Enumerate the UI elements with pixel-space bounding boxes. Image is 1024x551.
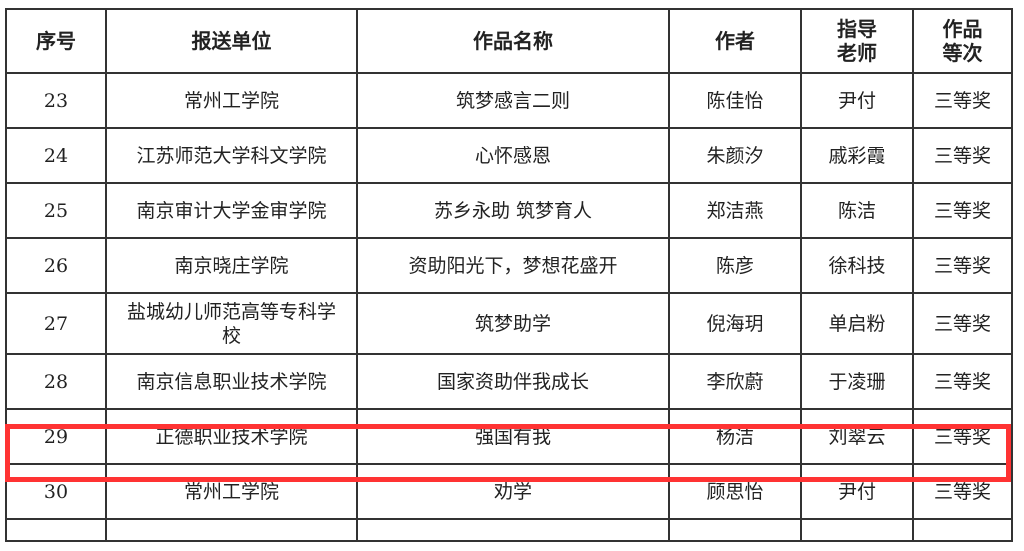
- cell-unit: 南京信息职业技术学院: [105, 353, 358, 410]
- cell-author: 倪海玥: [668, 292, 802, 355]
- cell-level: 三等奖: [912, 127, 1013, 184]
- cell-author: 李欣蔚: [668, 353, 802, 410]
- cell-advisor: 于凌珊: [800, 353, 914, 410]
- cell-author: 郑洁燕: [668, 182, 802, 239]
- cell-level: 三等奖: [912, 408, 1013, 465]
- table-row: 28 南京信息职业技术学院 国家资助伴我成长 李欣蔚 于凌珊 三等奖: [5, 353, 1013, 410]
- cell-level: 三等奖: [912, 353, 1013, 410]
- cell-level: 三等奖: [912, 182, 1013, 239]
- table-row: 23 常州工学院 筑梦感言二则 陈佳怡 尹付 三等奖: [5, 72, 1013, 129]
- cell-unit: 常州工学院: [105, 463, 358, 520]
- table-row: 24 江苏师范大学科文学院 心怀感恩 朱颜汐 戚彩霞 三等奖: [5, 127, 1013, 184]
- cell-title: 劝学: [356, 463, 670, 520]
- cell-title: 心怀感恩: [356, 127, 670, 184]
- cell-author: 杨洁: [668, 408, 802, 465]
- cell-no: 26: [5, 237, 107, 294]
- cell-author: 陈佳怡: [668, 72, 802, 129]
- cell-advisor: 单启粉: [800, 292, 914, 355]
- cell-no: 24: [5, 127, 107, 184]
- cell-advisor: 尹付: [800, 72, 914, 129]
- header-author: 作者: [668, 8, 802, 74]
- cell-level: 三等奖: [912, 463, 1013, 520]
- cell-unit: 南京审计大学金审学院: [105, 182, 358, 239]
- cell-title: 国家资助伴我成长: [356, 353, 670, 410]
- cell-unit: 江苏师范大学科文学院: [105, 127, 358, 184]
- cell-no: 25: [5, 182, 107, 239]
- cell-level: 三等奖: [912, 237, 1013, 294]
- cell-advisor: 戚彩霞: [800, 127, 914, 184]
- cell-unit: 常州工学院: [105, 72, 358, 129]
- cell-no: 30: [5, 463, 107, 520]
- cell-advisor: 刘翠云: [800, 408, 914, 465]
- cell-author: 陈彦: [668, 237, 802, 294]
- cell-unit: 南京晓庄学院: [105, 237, 358, 294]
- cell-advisor: 尹付: [800, 463, 914, 520]
- header-level: 作品等次: [912, 8, 1013, 74]
- cell-level: 三等奖: [912, 292, 1013, 355]
- header-no: 序号: [5, 8, 107, 74]
- cell-no: 27: [5, 292, 107, 355]
- header-row: 序号 报送单位 作品名称 作者 指导老师 作品等次: [5, 8, 1013, 74]
- table-row: 27 盐城幼儿师范高等专科学校 筑梦助学 倪海玥 单启粉 三等奖: [5, 292, 1013, 355]
- cell-title: 筑梦感言二则: [356, 72, 670, 129]
- cell-empty: [912, 518, 1013, 542]
- header-advisor: 指导老师: [800, 8, 914, 74]
- cell-unit: 盐城幼儿师范高等专科学校: [105, 292, 358, 355]
- cell-advisor: 徐科技: [800, 237, 914, 294]
- cell-title: 强国有我: [356, 408, 670, 465]
- table-row: 25 南京审计大学金审学院 苏乡永助 筑梦育人 郑洁燕 陈洁 三等奖: [5, 182, 1013, 239]
- cell-title: 筑梦助学: [356, 292, 670, 355]
- cell-no: 28: [5, 353, 107, 410]
- table-row: 30 常州工学院 劝学 顾思怡 尹付 三等奖: [5, 463, 1013, 520]
- cell-no: 23: [5, 72, 107, 129]
- cell-unit: 正德职业技术学院: [105, 408, 358, 465]
- cell-empty: [105, 518, 358, 542]
- cell-author: 朱颜汐: [668, 127, 802, 184]
- header-title: 作品名称: [356, 8, 670, 74]
- cell-empty: [356, 518, 670, 542]
- cell-author: 顾思怡: [668, 463, 802, 520]
- table-row: 26 南京晓庄学院 资助阳光下，梦想花盛开 陈彦 徐科技 三等奖: [5, 237, 1013, 294]
- cell-no: 29: [5, 408, 107, 465]
- cell-empty: [5, 518, 107, 542]
- cell-level: 三等奖: [912, 72, 1013, 129]
- cell-empty: [800, 518, 914, 542]
- table-row: 29 正德职业技术学院 强国有我 杨洁 刘翠云 三等奖: [5, 408, 1013, 465]
- header-unit: 报送单位: [105, 8, 358, 74]
- cell-title: 资助阳光下，梦想花盛开: [356, 237, 670, 294]
- cell-empty: [668, 518, 802, 542]
- awards-table: 序号 报送单位 作品名称 作者 指导老师 作品等次 23 常州工学院 筑梦感言二则陈…: [5, 8, 1013, 542]
- cell-title: 苏乡永助 筑梦育人: [356, 182, 670, 239]
- table-row-partial: [5, 518, 1013, 542]
- cell-advisor: 陈洁: [800, 182, 914, 239]
